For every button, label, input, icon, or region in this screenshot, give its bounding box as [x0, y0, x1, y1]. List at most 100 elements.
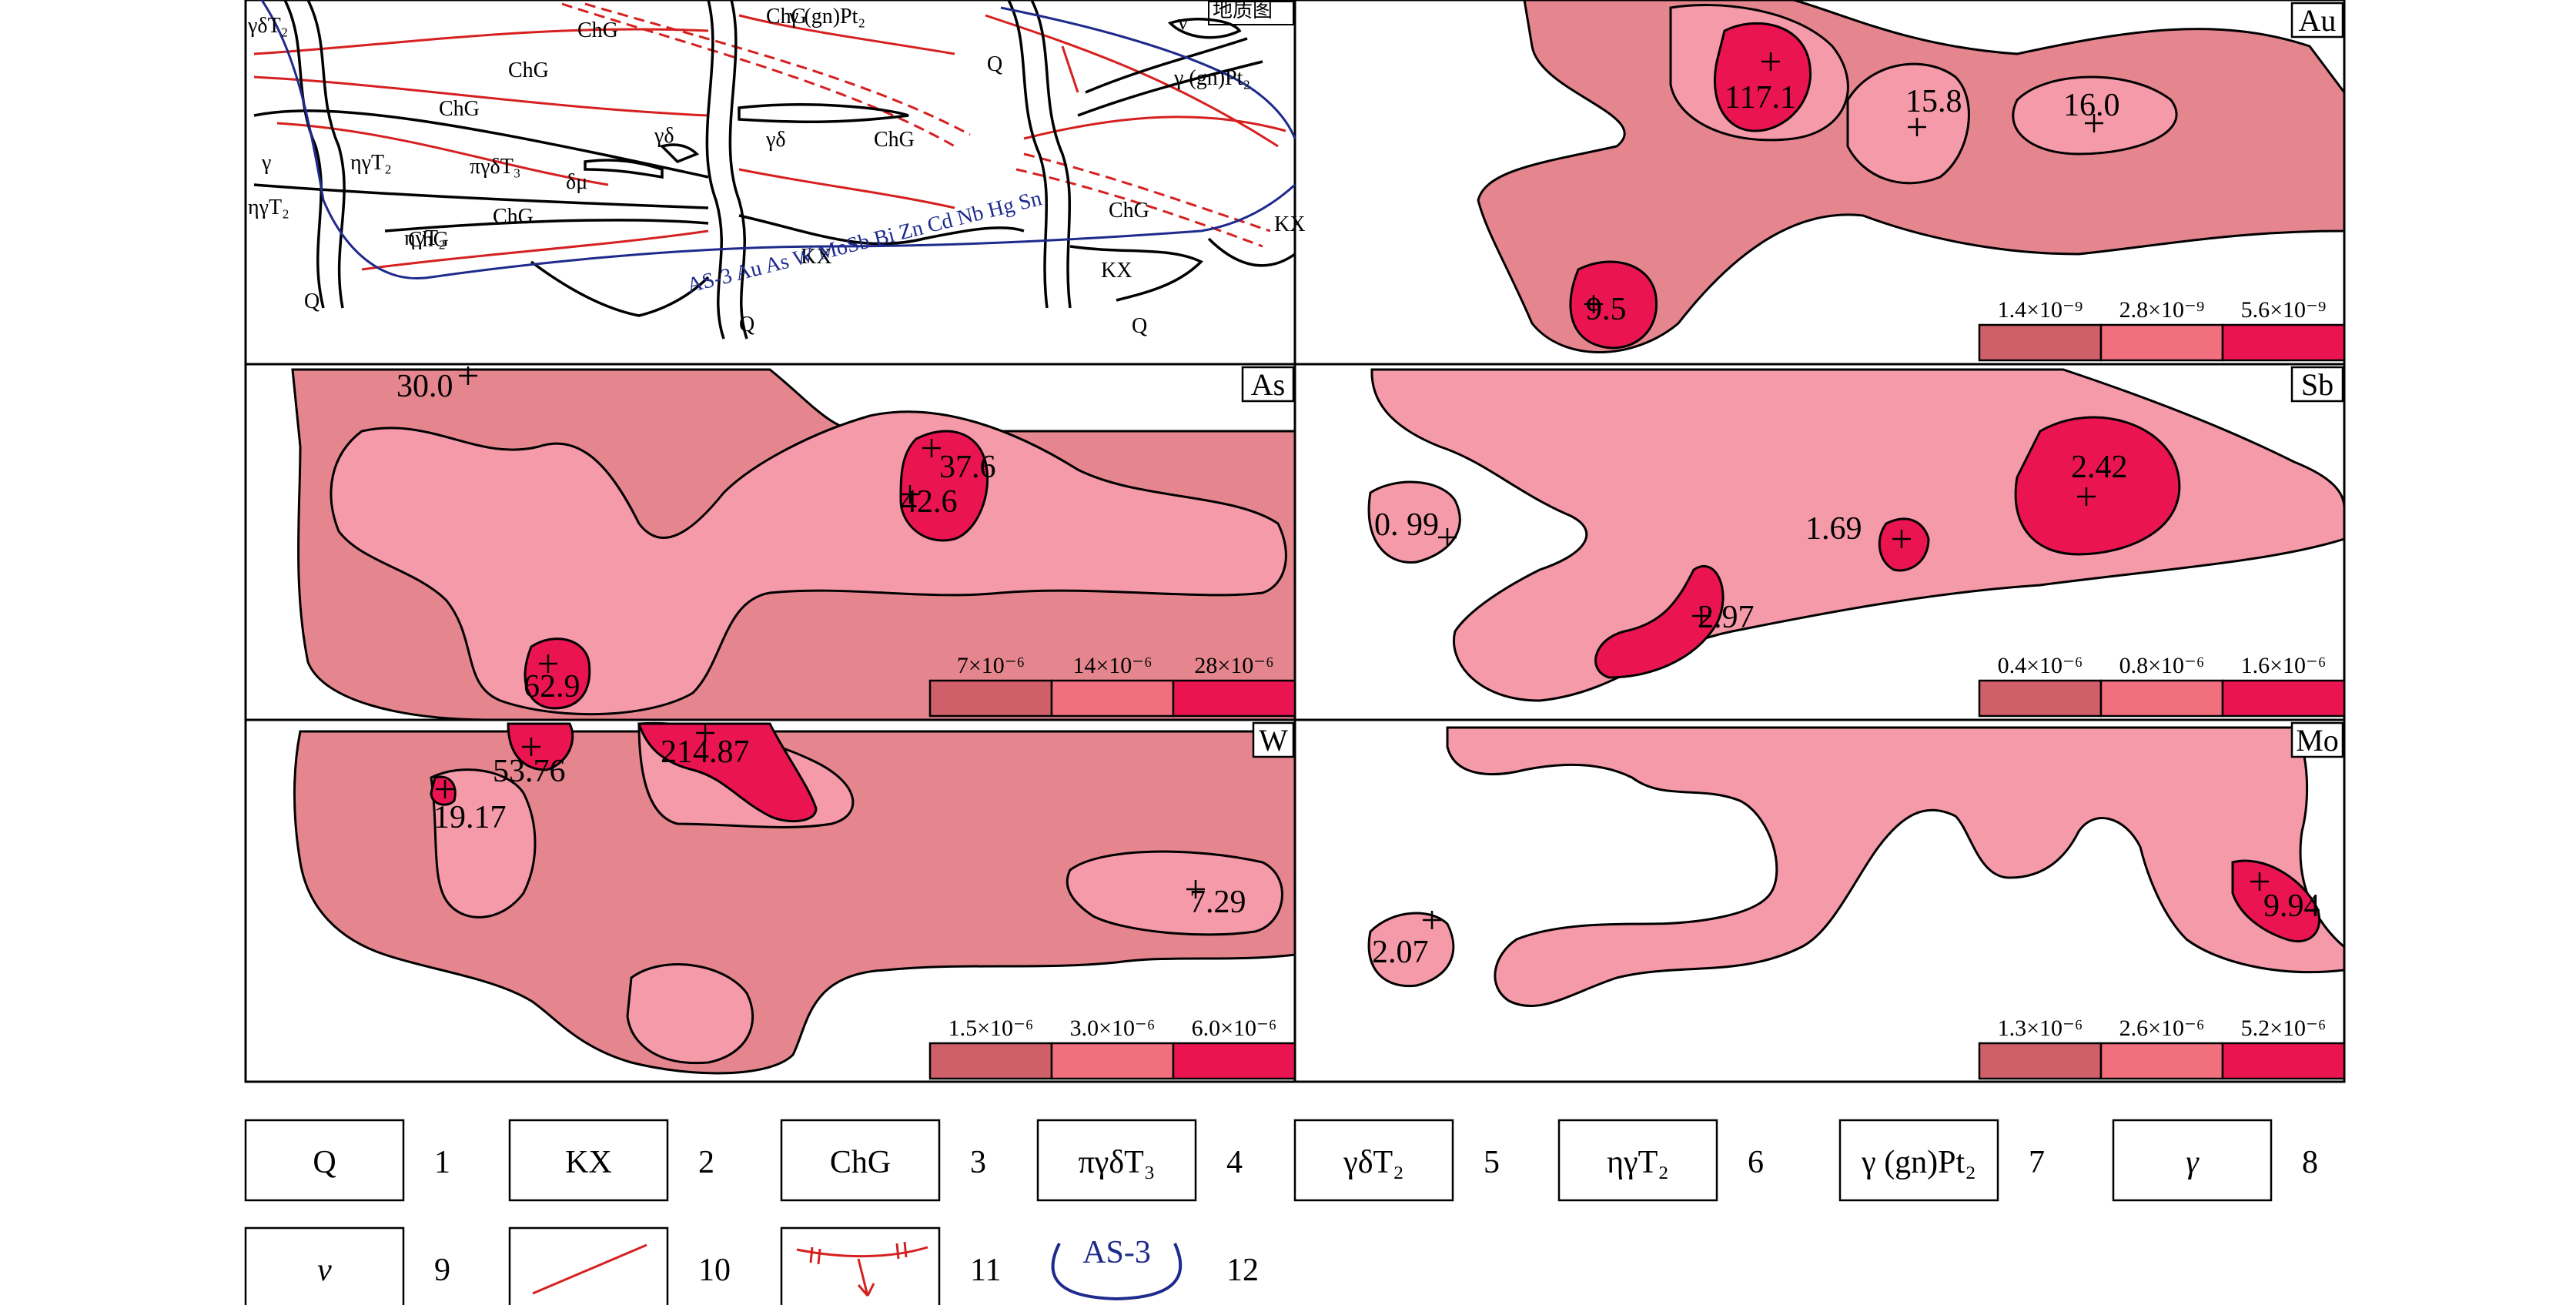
element-label-box [2290, 721, 2344, 758]
legend-symbol: KX [565, 1145, 612, 1180]
scale-swatch [1978, 323, 2103, 362]
fault-dashed [561, 2, 1271, 248]
sample-point-cross [522, 738, 540, 756]
anomaly-zone-high [1878, 517, 1930, 572]
legend-symbol: ChG [830, 1145, 891, 1180]
sample-point-cross [1692, 607, 1711, 625]
element-label-box [1241, 366, 1295, 403]
scale-swatch [2099, 323, 2224, 362]
legend-item: γδT₂ 5 [1293, 1119, 1500, 1202]
legend-item: 10 [508, 1226, 731, 1305]
sample-point-cross [1908, 118, 1926, 136]
element-label-box [2290, 2, 2344, 38]
sample-point-cross [539, 654, 557, 673]
scale-label: 1.4×10⁻⁹ [1998, 297, 2083, 323]
peak-value: 2.97 [1698, 600, 1755, 635]
fault-lines [253, 14, 1286, 271]
geo-label: πγδT₃ [470, 155, 521, 179]
peak-value: 16.0 [2063, 88, 2120, 123]
legend-number: 5 [1484, 1145, 1500, 1180]
geo-label: KX [1101, 259, 1132, 283]
sample-point-cross [1423, 911, 1441, 929]
sample-point-cross [2077, 487, 2096, 506]
element-label: Mo [2296, 723, 2339, 758]
legend-box [2112, 1119, 2273, 1202]
legend-number: 2 [698, 1145, 714, 1180]
anomaly-zone-mid [430, 768, 537, 919]
sample-point-cross [1186, 880, 1205, 898]
scale-swatch [1050, 679, 1175, 718]
thrust-fault-icon [796, 1246, 928, 1258]
scale-label: 5.6×10⁻⁹ [2241, 297, 2327, 323]
scale-swatch [2221, 1042, 2346, 1080]
anomaly-zone-high [1713, 22, 1812, 132]
legend-symbol: Q [313, 1145, 336, 1180]
element-label: As [1251, 367, 1285, 402]
legend-number: 6 [1748, 1145, 1764, 1180]
scale-label: 5.2×10⁻⁶ [2241, 1016, 2327, 1041]
geo-label: ChG [766, 5, 807, 28]
scale-label: 1.5×10⁻⁶ [948, 1016, 1034, 1041]
sample-point-cross [459, 366, 477, 385]
legend-number: 12 [1226, 1253, 1259, 1288]
geo-label: ChG [874, 128, 915, 152]
geo-label: ChG [493, 205, 534, 229]
panel-Mo: 2.07 9.94 Mo 1.3×10⁻⁶ 2.6×10⁻⁶ 5.2×10⁻⁶ [1367, 721, 2346, 1080]
peak-value: 42.6 [901, 484, 958, 520]
peak-value: 62.9 [524, 669, 580, 704]
profile-line-AS-3 [260, 0, 1296, 279]
sample-point-cross [1892, 530, 1911, 548]
legend-number: 3 [970, 1145, 986, 1180]
scale-label: 1.3×10⁻⁶ [1998, 1016, 2083, 1041]
geo-label: γ (gn)Pt₂ [788, 5, 865, 28]
geo-label: ChG [439, 97, 480, 121]
geo-label: γδT₂ [247, 14, 288, 38]
geo-label: δμ [566, 170, 587, 194]
sample-point-cross [922, 439, 941, 457]
anomaly-zone-mid [1446, 726, 2344, 1008]
geo-label: KX [801, 245, 831, 269]
anomaly-zone-low [293, 730, 1295, 1075]
sample-point-cross [436, 780, 454, 798]
geo-label: γ [261, 151, 271, 175]
anomaly-zone-mid [330, 410, 1287, 716]
legend-item: AS-3 12 [1051, 1235, 1259, 1301]
peak-value: 15.8 [1905, 84, 1962, 119]
anomaly-zone-mid [1846, 62, 1970, 185]
geo-label: Q [304, 289, 319, 313]
legend-symbol: ν [317, 1253, 332, 1288]
geo-label: γ (gn)Pt₂ [1173, 66, 1250, 90]
scale-swatch [928, 1042, 1053, 1080]
legend-number: 1 [434, 1145, 450, 1180]
peak-value: 9.94 [2263, 888, 2320, 924]
geo-labels: 地质图 [1208, 0, 1294, 25]
scale-swatch [1978, 679, 2103, 718]
legend-item: ηγT₂ 6 [1557, 1119, 1764, 1202]
fault-tick-icon [809, 1241, 908, 1265]
scale-label: 28×10⁻⁶ [1194, 653, 1273, 678]
legend-box [244, 1226, 405, 1305]
scale-swatch [2099, 1042, 2224, 1080]
anomaly-zone-high [430, 775, 457, 806]
scale-label: 0.4×10⁻⁶ [1998, 653, 2083, 678]
geo-label: ηγT₂ [404, 226, 446, 250]
scale-swatch [1172, 1042, 1296, 1080]
legend-symbol: γ (gn)Pt₂ [1861, 1145, 1976, 1180]
geo-map-title: 地质图 [1213, 0, 1273, 22]
geo-label: ChG [508, 59, 549, 82]
legend-symbol: γ [2186, 1145, 2200, 1180]
legend-number: 9 [434, 1253, 450, 1288]
geo-label: ChG [577, 18, 618, 42]
legend-symbol: ηγT₂ [1607, 1145, 1669, 1180]
anomaly-zone-mid [626, 963, 754, 1065]
scale-swatch [928, 679, 1053, 718]
element-label-box [1252, 721, 1295, 758]
legend-number: 8 [2302, 1145, 2318, 1180]
sample-point-cross [2250, 872, 2269, 891]
legend-box [244, 1119, 405, 1202]
